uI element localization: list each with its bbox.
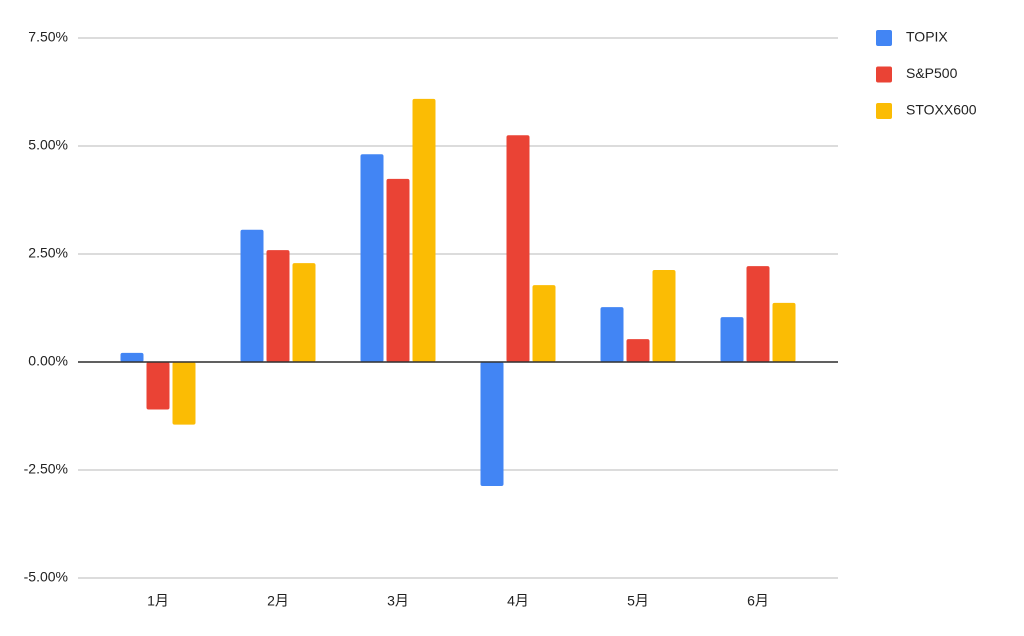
bar — [360, 154, 384, 362]
bar — [412, 98, 436, 363]
bar — [386, 178, 410, 362]
legend-swatch — [876, 103, 892, 119]
bar — [480, 362, 504, 486]
legend-swatch — [876, 66, 892, 83]
y-tick-label: 7.50% — [28, 29, 68, 45]
bar — [746, 266, 770, 362]
legend-label: S&P500 — [906, 65, 958, 81]
bar — [266, 250, 290, 362]
x-tick-label: 3月 — [387, 593, 409, 609]
y-tick-label: 2.50% — [28, 245, 68, 261]
legend-label: TOPIX — [906, 29, 948, 45]
legend-label: STOXX600 — [906, 102, 977, 118]
bar — [772, 302, 796, 362]
bar — [600, 307, 624, 362]
y-tick-label: -5.00% — [24, 569, 68, 585]
y-tick-label: 5.00% — [28, 137, 68, 153]
bar — [652, 269, 676, 362]
x-tick-label: 5月 — [627, 593, 649, 609]
x-tick-label: 1月 — [147, 593, 169, 609]
bar — [292, 263, 316, 362]
y-tick-label: -2.50% — [24, 461, 68, 477]
bar — [626, 339, 650, 362]
bar — [240, 229, 264, 362]
bar — [532, 285, 556, 362]
bar — [720, 317, 744, 362]
legend-swatch — [876, 30, 892, 46]
x-tick-label: 2月 — [267, 593, 289, 609]
bar — [506, 135, 530, 362]
bar — [172, 362, 196, 425]
bar — [120, 352, 144, 362]
bar — [146, 362, 170, 410]
x-tick-label: 4月 — [507, 593, 529, 609]
y-tick-label: 0.00% — [28, 353, 68, 369]
x-tick-label: 6月 — [747, 593, 769, 609]
